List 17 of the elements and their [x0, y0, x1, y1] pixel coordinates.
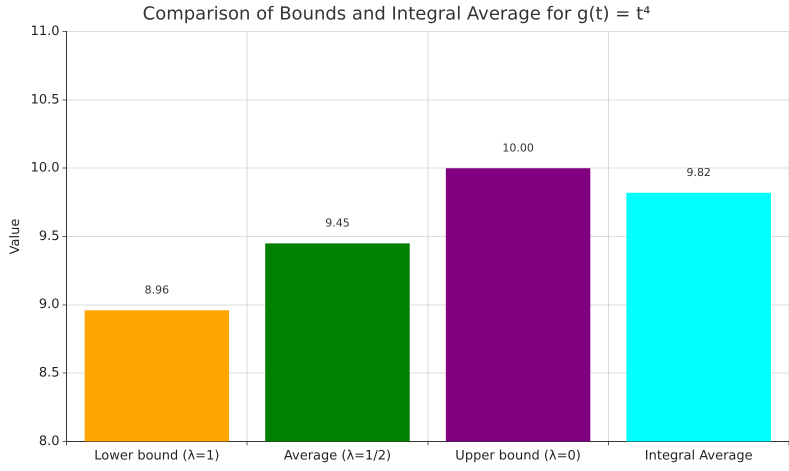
y-tick-label: 9.5: [38, 228, 60, 244]
y-tick-label: 9.0: [38, 297, 60, 312]
x-tick-label: Integral Average: [644, 448, 753, 464]
data-label: 9.82: [686, 166, 711, 180]
y-axis-title: Value: [8, 218, 24, 254]
data-label: 10.00: [502, 142, 534, 155]
x-tick-label: Upper bound (λ=0): [455, 448, 581, 464]
data-label: 9.45: [325, 216, 350, 230]
y-tick-label: 8.5: [38, 365, 60, 380]
y-tick-label: 11.0: [30, 24, 60, 39]
x-tick-label: Average (λ=1/2): [284, 448, 392, 464]
y-tick-label: 10.0: [30, 160, 60, 176]
y-tick-label: 8.0: [38, 434, 60, 449]
y-tick-label: 10.5: [30, 92, 60, 108]
chart-title: Comparison of Bounds and Integral Average for g(t) = t⁴: [142, 3, 650, 24]
data-label: 8.96: [144, 284, 170, 297]
x-tick-label: Lower bound (λ=1): [94, 448, 220, 464]
